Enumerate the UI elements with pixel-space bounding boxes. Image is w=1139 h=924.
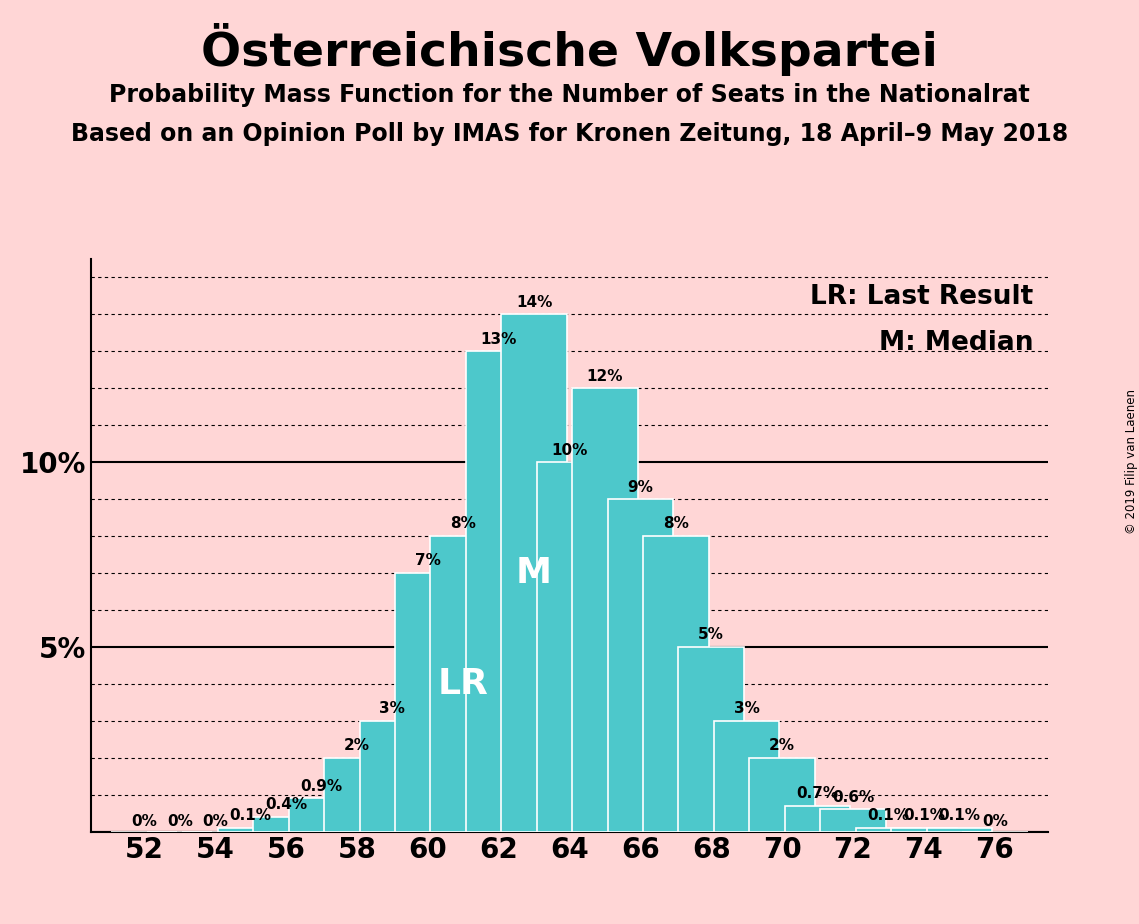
Bar [325,758,390,832]
Text: 0%: 0% [982,814,1008,829]
Bar [288,798,354,832]
Text: 14%: 14% [516,295,552,310]
Text: 3%: 3% [734,701,760,716]
Text: Based on an Opinion Poll by IMAS for Kronen Zeitung, 18 April–9 May 2018: Based on an Opinion Poll by IMAS for Kro… [71,122,1068,146]
Text: 0.1%: 0.1% [939,808,981,823]
Bar [891,828,957,832]
Text: 0.9%: 0.9% [301,779,343,794]
Text: 0%: 0% [166,814,192,829]
Text: © 2019 Filip van Laenen: © 2019 Filip van Laenen [1124,390,1138,534]
Text: 0%: 0% [203,814,228,829]
Text: LR: Last Result: LR: Last Result [810,285,1033,310]
Text: 8%: 8% [663,517,689,531]
Bar [679,647,744,832]
Bar [253,817,319,832]
Bar [501,314,567,832]
Text: 2%: 2% [344,738,370,753]
Text: 0.7%: 0.7% [796,786,838,801]
Text: 0.4%: 0.4% [265,797,308,812]
Bar [749,758,814,832]
Bar [360,721,425,832]
Text: Österreichische Volkspartei: Österreichische Volkspartei [202,23,937,76]
Bar [785,806,851,832]
Bar [714,721,779,832]
Bar [218,828,284,832]
Bar [820,809,886,832]
Text: 10%: 10% [551,443,588,457]
Text: LR: LR [437,667,489,700]
Text: 5%: 5% [698,627,724,642]
Text: 0.1%: 0.1% [903,808,945,823]
Text: 0.1%: 0.1% [868,808,909,823]
Text: 0.6%: 0.6% [831,790,874,805]
Text: 0%: 0% [131,814,157,829]
Bar [466,351,532,832]
Bar [536,462,603,832]
Text: 8%: 8% [450,517,476,531]
Text: 2%: 2% [769,738,795,753]
Text: M: Median: M: Median [879,331,1033,357]
Text: 7%: 7% [415,553,441,568]
Bar [431,536,495,832]
Text: Probability Mass Function for the Number of Seats in the Nationalrat: Probability Mass Function for the Number… [109,83,1030,107]
Bar [572,388,638,832]
Bar [926,828,992,832]
Text: 3%: 3% [379,701,405,716]
Text: M: M [516,556,552,590]
Bar [607,499,673,832]
Text: 13%: 13% [481,332,517,346]
Bar [644,536,708,832]
Text: 0.1%: 0.1% [230,808,271,823]
Text: 9%: 9% [628,480,654,494]
Text: 12%: 12% [587,369,623,383]
Bar [395,573,460,832]
Bar [855,828,921,832]
